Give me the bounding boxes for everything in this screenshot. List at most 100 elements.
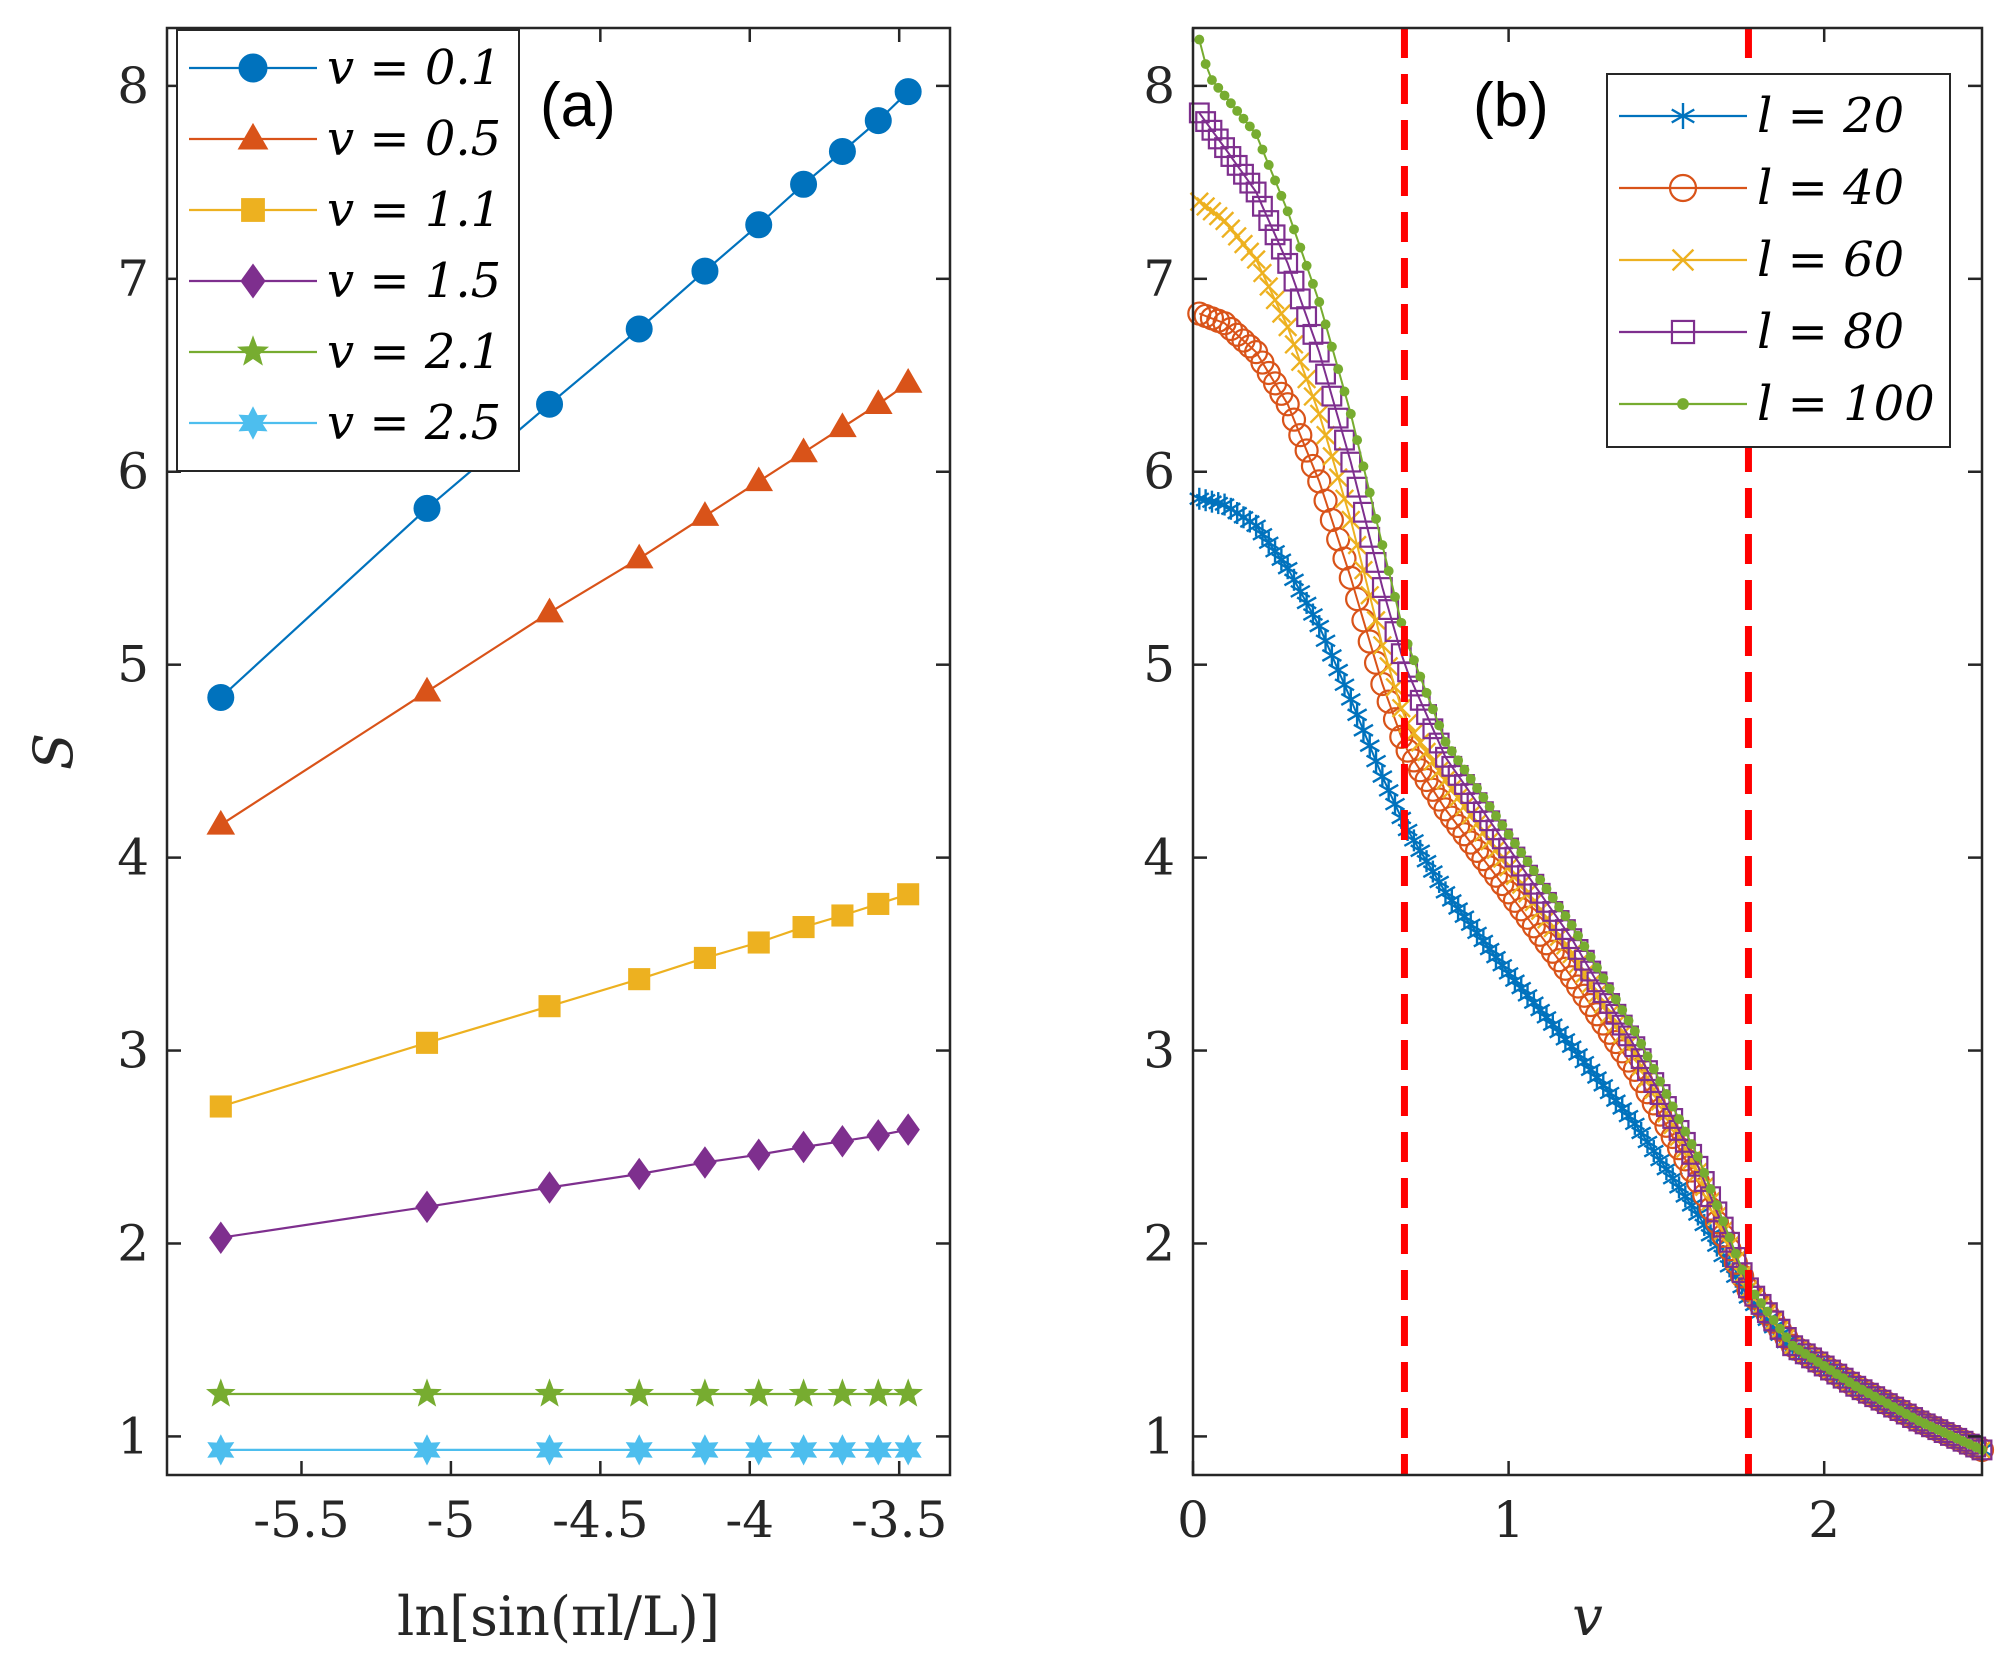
dot-marker <box>1737 1264 1748 1275</box>
axes-frame <box>1191 26 1984 1477</box>
dot-marker <box>1478 792 1489 803</box>
square-marker <box>1794 1343 1816 1365</box>
dot-marker <box>1610 994 1621 1005</box>
x-stroke <box>1303 386 1323 407</box>
x-stroke <box>1574 964 1594 984</box>
circle-marker <box>1534 931 1559 956</box>
square-marker <box>1359 526 1381 548</box>
dot-marker <box>1371 513 1381 524</box>
dot-marker <box>1307 278 1318 289</box>
x-stroke <box>1671 248 1695 272</box>
dot-marker <box>1718 1216 1729 1227</box>
hexagram-marker <box>625 1434 653 1466</box>
x-marker <box>1246 249 1266 270</box>
asterisk-stroke <box>1359 739 1380 753</box>
legend-label: v = 0.5 <box>327 111 501 167</box>
x-marker <box>1366 610 1386 630</box>
triangle-marker <box>206 809 236 835</box>
circle-marker <box>1288 422 1313 448</box>
x-marker <box>1360 585 1380 605</box>
dot-marker <box>1377 540 1388 551</box>
legend-box <box>176 29 520 472</box>
legend-entry: v = 2.5 <box>189 395 501 451</box>
x-stroke <box>1467 814 1487 834</box>
dot-marker <box>1244 121 1255 132</box>
x-marker <box>1391 698 1411 718</box>
circle-marker <box>894 78 922 106</box>
pentagram-marker <box>743 1378 774 1407</box>
dot-marker <box>1200 59 1211 69</box>
legend-entry: l = 100 <box>1619 376 1935 432</box>
square-marker <box>209 1095 232 1118</box>
triangle-marker <box>237 122 269 150</box>
x-marker <box>1581 974 1601 994</box>
dot-marker <box>1642 1051 1653 1062</box>
dot-marker <box>1724 1232 1735 1243</box>
circle-marker <box>1439 805 1464 830</box>
hexagram-marker <box>238 406 268 440</box>
axes-frame <box>165 26 952 1477</box>
x-stroke <box>1341 510 1361 530</box>
square-marker <box>1670 319 1696 345</box>
circle-marker <box>1294 438 1319 463</box>
legend: v = 0.1 v = 0.5 v = 1.1 v = 1.5 v = 2.1 v = 2… <box>176 29 520 472</box>
dot-marker <box>1604 983 1615 994</box>
y-tick-label: 5 <box>117 636 149 694</box>
legend-label: v = 0.1 <box>327 40 501 96</box>
series-l-100 <box>1194 34 1987 1455</box>
circle-marker <box>1452 822 1477 847</box>
pentagram-marker <box>624 1378 654 1407</box>
x-marker <box>1315 425 1336 445</box>
x-stroke <box>1480 831 1500 851</box>
x-stroke <box>1423 751 1443 772</box>
x-marker <box>1599 1004 1620 1024</box>
dot-marker <box>1453 755 1464 766</box>
dot-marker <box>1352 435 1363 446</box>
x-marker <box>1309 404 1329 424</box>
dot-marker <box>1282 206 1293 217</box>
asterisk-stroke <box>1346 708 1368 722</box>
asterisk-marker <box>1671 103 1695 129</box>
x-stroke <box>1448 788 1468 808</box>
series-v-1-5 <box>209 1113 920 1254</box>
hexagram-marker <box>828 1434 856 1466</box>
circle-marker <box>536 390 564 418</box>
dot-marker <box>1566 920 1577 931</box>
dot-marker <box>1592 962 1602 973</box>
pentagram-marker <box>788 1378 819 1407</box>
x-stroke <box>1271 303 1292 324</box>
triangle-marker <box>535 597 564 623</box>
legend-entry: v = 1.1 <box>189 182 501 238</box>
x-marker <box>1334 489 1355 509</box>
dot-marker <box>1516 847 1527 858</box>
x-stroke <box>1360 585 1380 605</box>
dot-marker <box>1629 1026 1640 1037</box>
square-marker <box>538 995 561 1018</box>
square-marker <box>747 931 770 954</box>
x-marker <box>1290 352 1310 372</box>
x-marker <box>1284 334 1304 355</box>
x-stroke <box>1473 822 1494 843</box>
circle-marker <box>691 257 719 285</box>
circle-marker <box>238 53 268 83</box>
diamond-marker <box>627 1157 651 1191</box>
dot-marker <box>1491 810 1501 821</box>
x-stroke <box>1536 909 1557 930</box>
dot-marker <box>1472 783 1482 794</box>
legend-entry: v = 0.5 <box>189 111 501 167</box>
square-marker <box>1264 224 1286 246</box>
diamond-marker <box>537 1171 562 1204</box>
dot-marker <box>1541 883 1552 894</box>
dot-marker <box>1251 129 1262 140</box>
square-marker <box>1820 1359 1841 1381</box>
square-marker <box>1308 341 1330 363</box>
dot-marker <box>1573 930 1583 941</box>
dot-marker <box>1194 34 1205 45</box>
pentagram-marker <box>827 1378 858 1407</box>
legend-entry: v = 2.1 <box>189 324 501 380</box>
x-marker <box>1492 848 1512 869</box>
dot-marker <box>1705 1184 1716 1194</box>
dot-marker <box>1345 408 1356 419</box>
